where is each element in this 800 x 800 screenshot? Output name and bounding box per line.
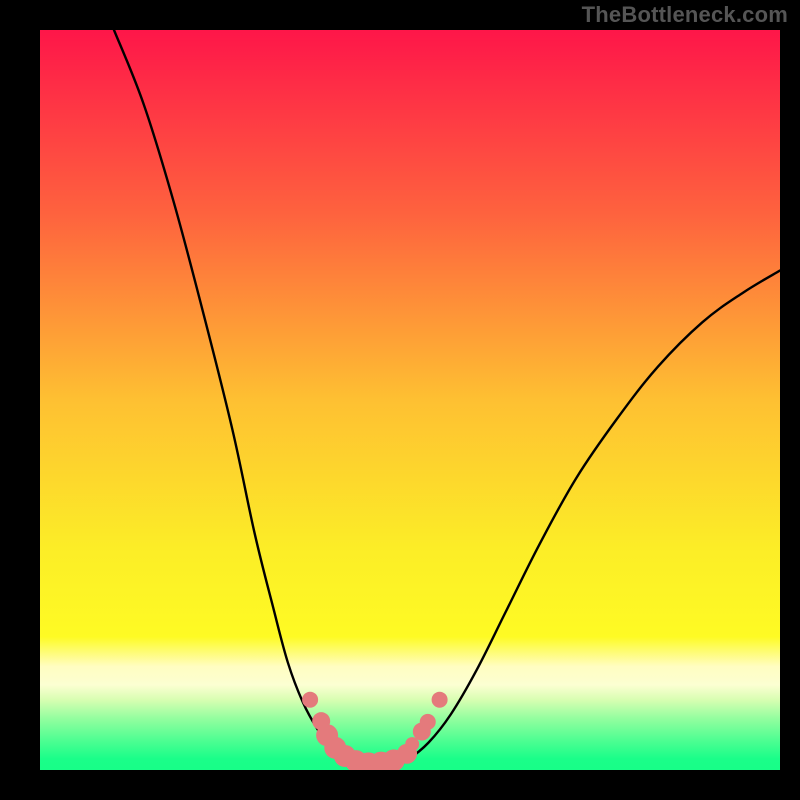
marker-point: [302, 692, 318, 708]
marker-point: [432, 692, 448, 708]
plot-area: [40, 30, 780, 770]
watermark-text: TheBottleneck.com: [582, 2, 788, 28]
marker-point: [420, 714, 436, 730]
marker-points: [40, 30, 780, 770]
marker-point: [405, 737, 419, 751]
chart-stage: TheBottleneck.com: [0, 0, 800, 800]
